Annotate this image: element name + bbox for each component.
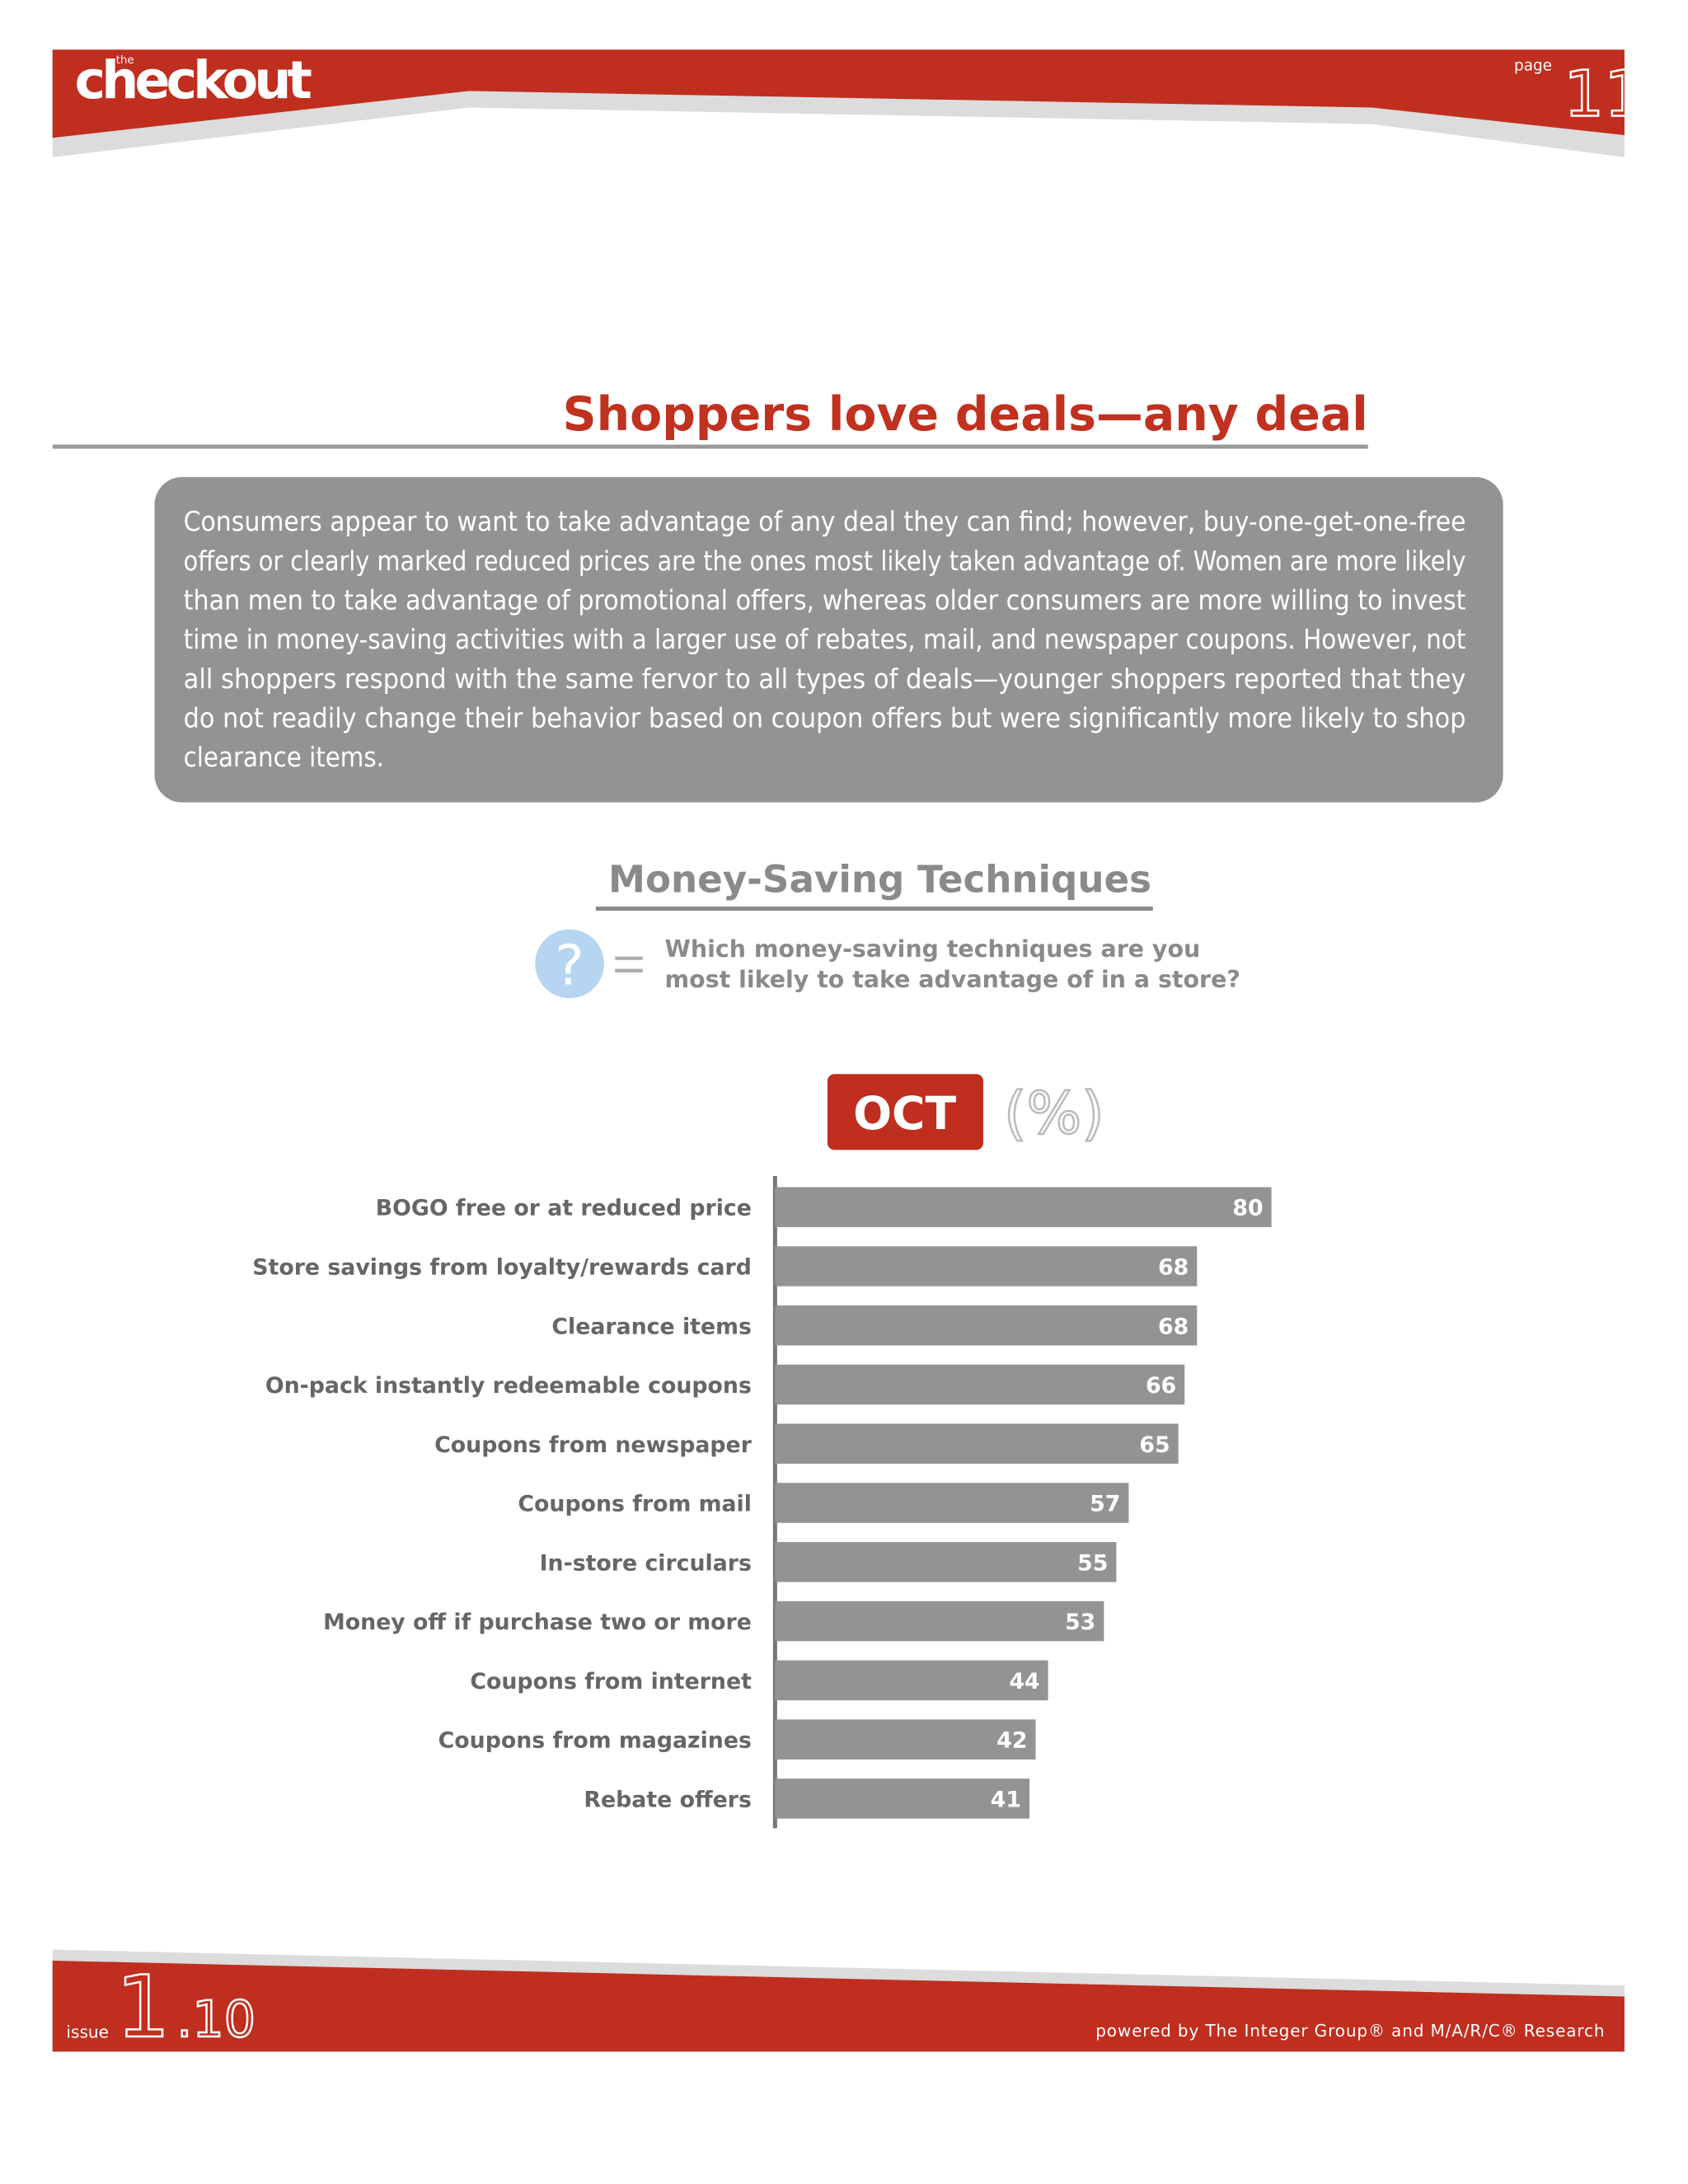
badge-text: OCT bbox=[853, 1088, 956, 1141]
bar-value: 66 bbox=[1146, 1373, 1176, 1399]
bar bbox=[775, 1187, 1272, 1227]
bar-value: 68 bbox=[1158, 1255, 1189, 1281]
category-label: Rebate offers bbox=[584, 1787, 751, 1812]
bar-value: 55 bbox=[1077, 1550, 1108, 1576]
bar-value: 53 bbox=[1065, 1610, 1095, 1635]
unit-label: (%) bbox=[1004, 1080, 1104, 1147]
page-label: page bbox=[1514, 57, 1552, 74]
bar bbox=[775, 1719, 1036, 1760]
brand-small: the bbox=[116, 54, 134, 67]
bar-value: 65 bbox=[1139, 1432, 1170, 1458]
page-title: Shoppers love deals—any deal bbox=[563, 387, 1368, 442]
summary-line: time in money-saving activities with a l… bbox=[184, 624, 1466, 655]
bar bbox=[775, 1246, 1198, 1286]
category-label: Coupons from newspaper bbox=[434, 1432, 753, 1458]
bar bbox=[775, 1601, 1104, 1642]
summary-line: do not readily change their behavior bas… bbox=[184, 702, 1466, 733]
bar-value: 44 bbox=[1009, 1669, 1039, 1694]
summary-line: clearance items. bbox=[184, 742, 384, 773]
bar bbox=[775, 1542, 1117, 1582]
footer-band bbox=[52, 1960, 1625, 2052]
chart-title: Money-Saving Techniques bbox=[608, 857, 1151, 901]
question-line: most likely to take advantage of in a st… bbox=[665, 966, 1240, 993]
bar-value: 57 bbox=[1090, 1492, 1120, 1517]
category-label: Coupons from magazines bbox=[438, 1728, 752, 1754]
credit: powered by The Integer Group® and M/A/R/… bbox=[1095, 2021, 1605, 2041]
bar bbox=[775, 1779, 1030, 1819]
bar bbox=[775, 1305, 1198, 1346]
category-label: Store savings from loyalty/rewards card bbox=[252, 1255, 752, 1281]
summary-box bbox=[154, 476, 1503, 803]
category-label: BOGO free or at reduced price bbox=[376, 1196, 752, 1221]
bar-value: 68 bbox=[1158, 1314, 1189, 1339]
summary-line: Consumers appear to want to take advanta… bbox=[184, 506, 1466, 537]
category-label: On-pack instantly redeemable coupons bbox=[265, 1373, 752, 1399]
bar-value: 80 bbox=[1232, 1196, 1263, 1221]
summary-line: than men to take advantage of promotiona… bbox=[184, 584, 1466, 616]
summary-line: offers or clearly marked reduced prices … bbox=[184, 546, 1466, 577]
issue-minor: .10 bbox=[176, 1991, 256, 2049]
category-label: Money off if purchase two or more bbox=[323, 1610, 752, 1635]
header-band bbox=[52, 49, 1625, 138]
brand: checkout bbox=[74, 49, 311, 110]
bar bbox=[775, 1660, 1048, 1701]
issue-major: 1 bbox=[116, 1958, 171, 2057]
summary: Consumers appear to want to take advanta… bbox=[184, 506, 1466, 773]
category-label: Coupons from internet bbox=[470, 1669, 752, 1694]
summary-line: all shoppers respond with the same fervo… bbox=[184, 663, 1466, 695]
category-label: Coupons from mail bbox=[518, 1492, 752, 1517]
bar-value: 42 bbox=[996, 1728, 1027, 1754]
bar bbox=[775, 1423, 1179, 1465]
badge bbox=[827, 1074, 983, 1151]
category-label: In-store circulars bbox=[540, 1550, 752, 1576]
page-number: 11 bbox=[1564, 59, 1644, 132]
issue-label: issue bbox=[66, 2022, 109, 2042]
question-icon bbox=[535, 929, 604, 999]
bar-value: 41 bbox=[991, 1787, 1021, 1812]
question-line: Which money-saving techniques are you bbox=[665, 935, 1201, 963]
category-label: Clearance items bbox=[551, 1314, 751, 1339]
bar bbox=[775, 1364, 1185, 1405]
bar bbox=[775, 1483, 1129, 1523]
bars: BOGO free or at reduced price 80 Store sav… bbox=[252, 1187, 1272, 1819]
question-mark: ? bbox=[555, 934, 584, 998]
